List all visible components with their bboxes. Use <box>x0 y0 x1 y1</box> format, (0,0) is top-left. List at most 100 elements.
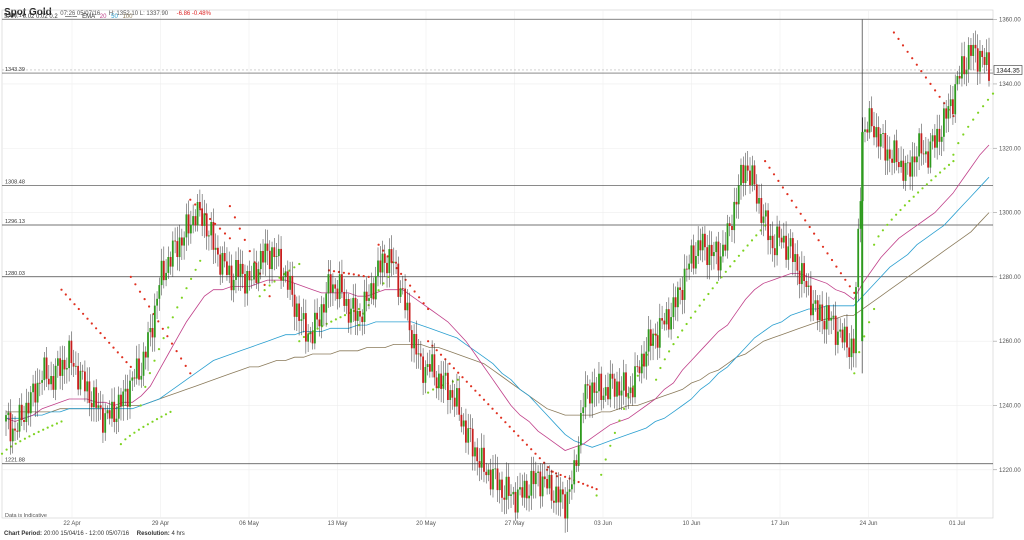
candle-body <box>27 402 30 414</box>
candle-body <box>873 126 875 138</box>
candle-body <box>462 420 465 427</box>
candle-body <box>686 268 688 270</box>
sar-dot <box>895 213 898 216</box>
candle-body <box>336 288 339 300</box>
sar-dot <box>456 378 459 381</box>
sar-dot <box>655 378 658 381</box>
candle-body <box>970 45 972 56</box>
candle-body <box>248 271 251 281</box>
sar-dot <box>427 340 430 343</box>
sar-dot <box>685 322 688 326</box>
candle-body <box>422 356 424 383</box>
candle-body <box>609 373 612 400</box>
candle-body <box>9 412 12 442</box>
candle-body <box>909 162 911 177</box>
candle-body <box>555 486 557 503</box>
candle-body <box>352 297 355 309</box>
sar-dot <box>263 289 266 292</box>
sar-dot <box>613 431 617 434</box>
candle-body <box>117 394 120 419</box>
candle-body <box>710 244 713 256</box>
sar-dot <box>422 302 425 305</box>
candle-body <box>181 237 183 246</box>
sar-dot <box>938 95 941 98</box>
candle-body <box>5 415 7 422</box>
sar-dot <box>863 335 866 338</box>
sar-params: 0.02 0.02 0.2 <box>22 14 58 20</box>
candle-body <box>277 248 280 257</box>
sar-dot <box>917 191 920 194</box>
candle-body <box>449 390 452 400</box>
candle-body <box>519 487 521 490</box>
candle-body <box>302 313 305 320</box>
last-price-tag <box>993 65 1023 75</box>
horizontal-level-label: 1221.88 <box>5 458 25 464</box>
sar-dot <box>609 444 612 447</box>
sar-dot <box>595 494 598 497</box>
sar-dot <box>427 391 430 394</box>
chart-footer: Chart Period: 20:00 15/04/16 - 12:00 05/… <box>4 531 185 537</box>
sar-dot <box>444 358 447 361</box>
sar-dot <box>121 356 124 359</box>
data-disclaimer: Data is Indicative <box>5 513 47 519</box>
sar-dot <box>82 312 85 315</box>
candle-body <box>636 366 639 368</box>
sar-dot <box>180 296 183 299</box>
sar-dot <box>582 482 585 485</box>
candle-body <box>298 303 300 321</box>
candle-body <box>782 235 785 243</box>
candle-body <box>528 495 530 499</box>
candle-body <box>111 401 113 419</box>
candle-body <box>661 318 663 321</box>
candle-body <box>293 294 296 317</box>
candle-body <box>737 185 740 205</box>
candle-body <box>553 500 555 503</box>
sar-dot <box>821 245 825 248</box>
candle-body <box>368 298 370 301</box>
candle-body <box>934 135 936 148</box>
candle-body <box>476 447 479 462</box>
sar-dot <box>729 265 732 268</box>
sar-dot <box>169 410 172 413</box>
ema-50-line <box>6 176 990 448</box>
candle-body <box>451 390 454 398</box>
sar-dot <box>357 324 360 327</box>
sar-dot <box>906 50 909 53</box>
candle-body <box>541 476 544 497</box>
sar-dot <box>400 272 403 275</box>
ema-label[interactable]: EMA <box>82 14 96 20</box>
sar-dot <box>332 270 336 273</box>
sar-dot <box>316 327 319 330</box>
candle-body <box>174 240 176 242</box>
candle-body <box>45 357 48 379</box>
candle-body <box>140 375 143 380</box>
candle-body <box>719 256 722 271</box>
candle-body <box>162 260 165 281</box>
sar-dot <box>146 423 149 426</box>
candle-body <box>212 222 215 250</box>
sar-label[interactable]: SAR: <box>4 14 19 20</box>
candle-body <box>113 401 116 422</box>
candle-body <box>755 184 758 204</box>
candle-body <box>350 308 352 323</box>
sar-dot <box>143 298 146 301</box>
sar-dot <box>273 280 276 283</box>
sar-dot <box>199 259 202 262</box>
candle-body <box>593 382 596 393</box>
candle-body <box>187 214 190 234</box>
sar-dot <box>339 316 342 319</box>
candle-body <box>214 247 217 250</box>
sar-dot <box>839 272 843 275</box>
candle-body <box>72 363 75 367</box>
candle-body <box>264 243 267 263</box>
sar-dot <box>268 284 271 287</box>
candle-body <box>706 247 709 265</box>
candle-body <box>913 156 916 163</box>
ema-20-legend: 20 <box>99 14 107 20</box>
x-tick-label: 03 Jun <box>594 521 612 527</box>
candle-body <box>14 428 16 431</box>
y-tick-label: 1340.00 <box>999 82 1021 88</box>
candle-body <box>512 491 515 495</box>
candle-body <box>974 44 977 49</box>
